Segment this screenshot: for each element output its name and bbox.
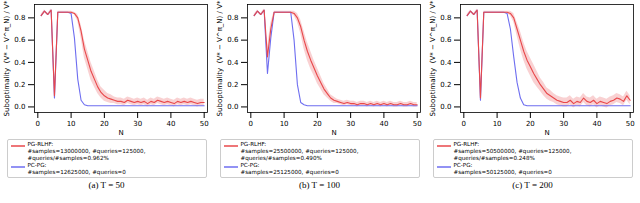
svg-text:30: 30 <box>559 120 568 128</box>
svg-text:Suboptimality (V* − V^π_N) /: Suboptimality (V* − V^π_N) / V* <box>429 0 437 116</box>
svg-text:0.8: 0.8 <box>227 14 238 22</box>
svg-text:0.8: 0.8 <box>440 14 451 22</box>
svg-text:N: N <box>331 129 336 137</box>
svg-text:N: N <box>118 129 123 137</box>
svg-text:40: 40 <box>592 120 601 128</box>
svg-text:0.4: 0.4 <box>440 59 452 67</box>
svg-text:0.0: 0.0 <box>14 103 25 111</box>
svg-text:40: 40 <box>379 120 388 128</box>
html-text:PC-PG:: PC-PG: <box>453 162 473 168</box>
svg-text:50: 50 <box>200 120 209 128</box>
svg-text:10: 10 <box>493 120 502 128</box>
html-text:#samples=13000000, #queries=12: #samples=13000000, #queries=125000, #que… <box>27 148 146 161</box>
html-text:#samples=50500000, #queries=12: #samples=50500000, #queries=125000, #que… <box>453 148 572 161</box>
svg-text:0: 0 <box>249 120 253 128</box>
svg-text:0.2: 0.2 <box>227 81 238 89</box>
svg-text:0: 0 <box>462 120 466 128</box>
svg-text:Suboptimality (V* − V^π_N) /: Suboptimality (V* − V^π_N) / V* <box>216 0 224 116</box>
html-text:#samples=12625000, #queries=0: #samples=12625000, #queries=0 <box>27 169 126 175</box>
svg-text:10: 10 <box>280 120 289 128</box>
html-text:PC-PG:: PC-PG: <box>240 162 260 168</box>
svg-text:0.2: 0.2 <box>14 81 25 89</box>
svg-text:50: 50 <box>413 120 422 128</box>
svg-text:0.2: 0.2 <box>440 81 451 89</box>
svg-text:50: 50 <box>626 120 635 128</box>
svg-text:0.6: 0.6 <box>227 36 239 44</box>
svg-text:0: 0 <box>36 120 40 128</box>
svg-text:0.8: 0.8 <box>14 14 25 22</box>
svg-text:30: 30 <box>133 120 142 128</box>
svg-text:Suboptimality (V* − V^π_N) /: Suboptimality (V* − V^π_N) / V* <box>3 0 11 116</box>
svg-text:0.0: 0.0 <box>227 103 238 111</box>
html-text:#samples=25500000, #queries=12: #samples=25500000, #queries=125000, #que… <box>240 148 359 161</box>
svg-text:0.6: 0.6 <box>14 36 26 44</box>
html-text:(a) T = 50: (a) T = 50 <box>88 180 125 190</box>
html-text:PG-RLHF:: PG-RLHF: <box>27 141 54 147</box>
svg-text:N: N <box>544 129 549 137</box>
svg-text:0.6: 0.6 <box>440 36 452 44</box>
svg-text:0.4: 0.4 <box>227 59 239 67</box>
svg-text:40: 40 <box>166 120 175 128</box>
html-text:#samples=50125000, #queries=0: #samples=50125000, #queries=0 <box>453 169 552 175</box>
html-text:PG-RLHF:: PG-RLHF: <box>453 141 480 147</box>
svg-text:0.4: 0.4 <box>14 59 26 67</box>
svg-text:0.0: 0.0 <box>440 103 451 111</box>
html-text:#samples=25125000, #queries=0: #samples=25125000, #queries=0 <box>240 169 339 175</box>
html-text:(c) T = 200: (c) T = 200 <box>512 180 553 190</box>
svg-text:20: 20 <box>313 120 322 128</box>
svg-text:20: 20 <box>526 120 535 128</box>
svg-text:10: 10 <box>67 120 76 128</box>
svg-text:30: 30 <box>346 120 355 128</box>
html-text:(b) T = 100: (b) T = 100 <box>299 180 340 190</box>
html-text:PG-RLHF:: PG-RLHF: <box>240 141 267 147</box>
html-text:PC-PG:: PC-PG: <box>27 162 47 168</box>
svg-text:20: 20 <box>100 120 109 128</box>
